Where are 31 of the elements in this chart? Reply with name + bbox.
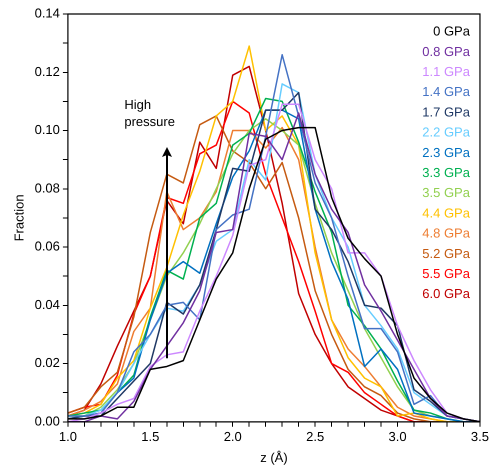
y-tick-label: 0.04 [34, 296, 60, 312]
text: 1.1 GPa [422, 64, 471, 79]
text: 1.4 GPa [422, 84, 471, 100]
text: 1.7 GPa [422, 104, 471, 120]
annotation: High pressure [124, 96, 176, 130]
text: 5.5 GPa [422, 266, 471, 281]
y-tick-label: 0.02 [34, 355, 60, 370]
x-tick-label: 2.5 [306, 429, 324, 444]
x-axis-title: z (Å) [260, 450, 288, 465]
text: 0.8 GPa [422, 44, 471, 59]
text: 5.2 GPa [422, 246, 471, 261]
text: 4.4 GPa [422, 205, 471, 220]
text: 3.5 GPa [422, 185, 471, 200]
text: 2.3 GPa [422, 144, 471, 160]
x-tick-label: 3.5 [470, 429, 490, 444]
y-tick-label: 0.12 [34, 64, 60, 79]
x-tick-label: 2.0 [224, 429, 242, 444]
y-tick-label: 0.14 [34, 6, 60, 21]
y-tick-label: 0.06 [34, 238, 60, 254]
text: 3.3 GPa [422, 164, 471, 180]
x-tick-label: 3.0 [388, 429, 407, 444]
x-tick-label: 1.5 [141, 429, 160, 444]
y-tick-label: 0.08 [34, 180, 60, 196]
text: 4.8 GPa [422, 226, 471, 241]
x-tick-label: 1.0 [58, 429, 77, 444]
y-tick-label: 0.00 [34, 413, 60, 428]
text: 0 GPa [433, 24, 471, 39]
text: 6.0 GPa [422, 286, 471, 302]
y-tick-label: 0.10 [34, 122, 60, 138]
y-axis-title: Fraction [11, 194, 26, 242]
text: 2.2 GPa [422, 124, 471, 140]
